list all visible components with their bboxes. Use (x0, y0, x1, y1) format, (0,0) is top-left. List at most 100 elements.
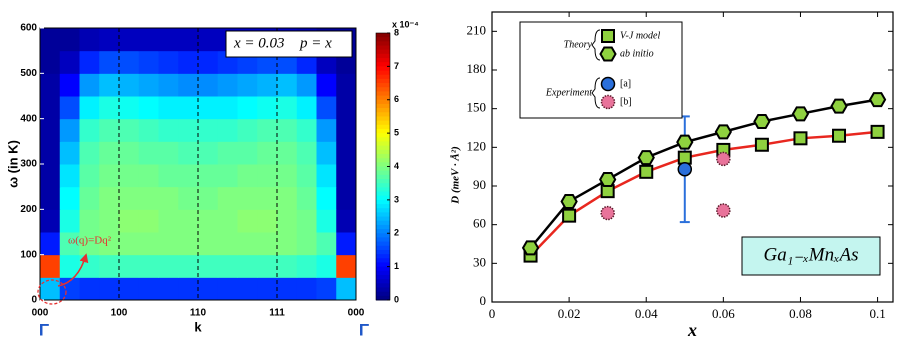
colorbar-step (376, 233, 390, 238)
colorbar-step (376, 295, 390, 301)
heat-cell (336, 186, 357, 210)
colorbar-tick-label: 8 (394, 27, 399, 37)
legend-label: [a] (620, 78, 631, 89)
heat-cell (336, 277, 357, 301)
heat-cell (158, 50, 179, 74)
heat-cell (40, 118, 61, 142)
colorbar-tick-label: 7 (394, 61, 399, 71)
heat-cell (178, 73, 199, 97)
heat-cell (99, 28, 120, 52)
arrow (57, 253, 89, 287)
heat-cell (277, 164, 298, 188)
circle-marker (600, 205, 615, 221)
heat-cell (257, 96, 278, 120)
colorbar-step (376, 124, 390, 130)
heat-cell (79, 186, 100, 210)
heat-cell (178, 50, 199, 74)
highlight-circle (37, 279, 67, 305)
heat-cell (59, 186, 80, 210)
annotation-box (225, 30, 353, 58)
heat-cell (198, 186, 219, 210)
y-tick-label: 400 (20, 113, 37, 124)
heat-cell (217, 254, 238, 278)
heat-cell (237, 254, 258, 278)
heat-cell (296, 277, 317, 301)
heat-cell (296, 73, 317, 97)
heat-cell (138, 96, 159, 120)
circle-marker (716, 203, 731, 218)
colorbar-tick-label: 2 (394, 228, 399, 238)
heat-cell (336, 209, 357, 233)
colorbar-step (376, 241, 390, 247)
heat-cell (198, 96, 219, 120)
heat-cell (40, 277, 61, 301)
heat-cell (257, 186, 278, 210)
square-marker (793, 131, 808, 146)
x-tick-label: 0.08 (789, 306, 812, 321)
colorbar-step (376, 108, 390, 113)
colorbar-step (376, 133, 390, 138)
colorbar-step (376, 103, 390, 109)
heat-cell (40, 141, 61, 165)
colorbar-step (376, 208, 390, 213)
colorbar-step (376, 287, 390, 293)
heat-cell (217, 164, 238, 188)
colorbar-step (376, 145, 390, 151)
colorbar-tick-label: 4 (394, 161, 399, 171)
hexagon-marker (830, 98, 848, 114)
heat-cell (296, 209, 317, 233)
heat-cell (237, 164, 258, 188)
heat-cell (138, 73, 159, 97)
heat-cell (158, 186, 179, 210)
circle-marker (716, 151, 731, 167)
heat-cell (59, 232, 80, 256)
heat-cell (198, 73, 219, 97)
symmetry-label: Γ (39, 320, 49, 339)
colorbar-step (376, 179, 390, 184)
y-tick-label: 600 (20, 23, 37, 34)
heat-cell (158, 277, 179, 301)
heat-cell (316, 277, 337, 301)
heat-cell (79, 254, 100, 278)
legend-label: V-J model (620, 30, 660, 41)
heat-cell (316, 118, 337, 142)
heat-cell (138, 254, 159, 278)
heat-cell (237, 277, 258, 301)
colorbar-step (376, 87, 390, 92)
heat-cell (158, 164, 179, 188)
heat-cell (237, 96, 258, 120)
y-tick-label: 210 (467, 22, 487, 37)
x-tick-label: 000 (348, 308, 365, 319)
hexagon-marker (599, 46, 617, 62)
heat-cell (178, 96, 199, 120)
heat-cell (237, 186, 258, 210)
heat-cell (40, 73, 61, 97)
heat-cell (138, 209, 159, 233)
x-tick-label: 0.1 (869, 306, 885, 321)
heat-cell (178, 164, 199, 188)
square-marker (677, 150, 692, 165)
heat-cell (316, 232, 337, 256)
heat-cell (277, 186, 298, 210)
heat-cell (277, 254, 298, 278)
heat-cell (99, 96, 120, 120)
heat-cell (178, 186, 199, 210)
heat-cell (198, 118, 219, 142)
series-line (529, 130, 878, 257)
hexagon-marker (637, 150, 655, 166)
x-tick-label: 100 (111, 308, 128, 319)
heat-cell (158, 232, 179, 256)
colorbar-tick-label: 1 (394, 261, 399, 271)
colorbar-step (376, 174, 390, 180)
heat-cell (296, 164, 317, 188)
colorbar-tick-label: 5 (394, 128, 399, 138)
heat-cell (99, 254, 120, 278)
heat-cell (336, 232, 357, 256)
heat-cell (119, 186, 140, 210)
heat-cell (198, 254, 219, 278)
heat-cell (59, 254, 80, 278)
heat-cell (336, 254, 357, 278)
heat-cell (138, 118, 159, 142)
